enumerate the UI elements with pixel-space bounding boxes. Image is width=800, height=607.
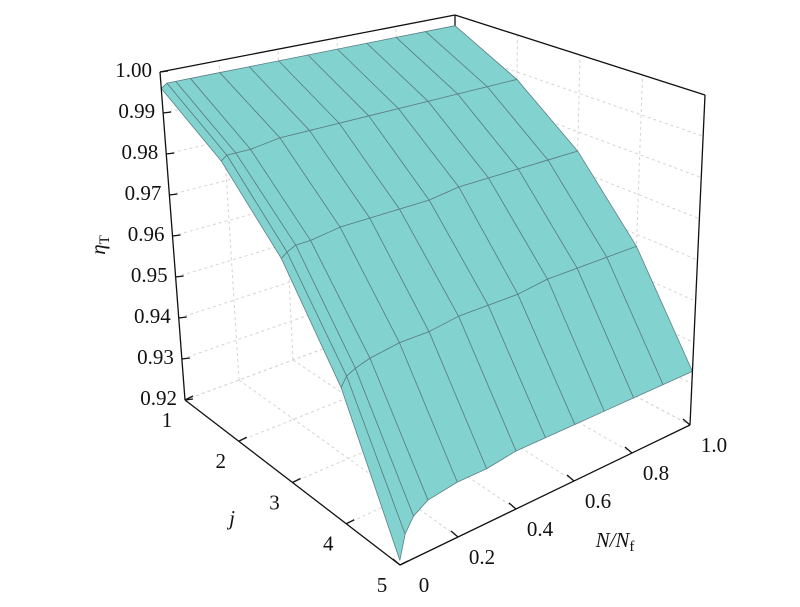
box-edge [159,14,456,73]
x-axis-title: N/Nf [595,528,635,556]
x-axis-title-main: N/N [595,528,631,552]
box-edge [399,424,691,566]
x-tick-label: 0.8 [643,461,669,485]
grid-line [630,74,643,394]
z-tick-label: 0.99 [118,99,155,123]
grid-line [169,121,456,196]
y-tick [238,436,248,442]
y-tick-label: 4 [323,532,334,556]
z-tick-label: 0.92 [140,386,177,410]
y-tick-label: 5 [377,573,388,597]
z-tick [169,193,178,196]
z-tick-label: 1.00 [115,58,152,82]
y-tick-label: 3 [269,490,280,514]
z-tick [178,316,187,319]
z-tick [159,70,169,73]
x-tick [682,418,691,426]
box-edge [689,94,706,426]
z-tick-label: 0.96 [128,222,165,246]
x-tick-label: 0.2 [469,545,495,569]
front-layer: 0.920.930.940.950.960.970.980.991.001234… [86,58,727,597]
x-tick-label: 0.4 [527,517,554,541]
z-tick [166,152,175,155]
surface [160,25,693,561]
x-tick [624,446,633,454]
x-axis-title-sub: f [629,539,634,555]
z-tick [175,275,184,278]
y-axis-title: j [226,506,235,530]
box-edge [454,14,706,96]
y-tick [292,477,301,484]
z-tick [163,111,172,114]
z-tick-label: 0.93 [137,345,174,369]
x-tick [508,502,517,510]
y-tick-label: 2 [216,449,227,473]
z-tick [181,357,190,360]
x-tick-label: 1.0 [701,433,727,457]
x-tick-label: 0 [419,573,430,597]
z-tick [172,234,181,237]
x-tick [392,558,401,566]
y-tick [345,519,355,525]
x-tick-label: 0.6 [585,489,611,513]
z-tick-label: 0.97 [125,181,162,205]
surface-patch [340,375,406,561]
y-tick [399,560,409,566]
z-axis-title-sub: T [97,235,113,244]
z-tick-label: 0.94 [134,304,171,328]
x-tick [566,474,575,482]
z-tick-label: 0.98 [122,140,159,164]
z-axis-title: ηT [86,235,114,255]
z-tick-label: 0.95 [131,263,168,287]
y-tick-label: 1 [162,408,173,432]
x-tick [450,530,459,538]
y-tick [184,395,194,401]
z-axis-title-main: η [86,244,110,254]
